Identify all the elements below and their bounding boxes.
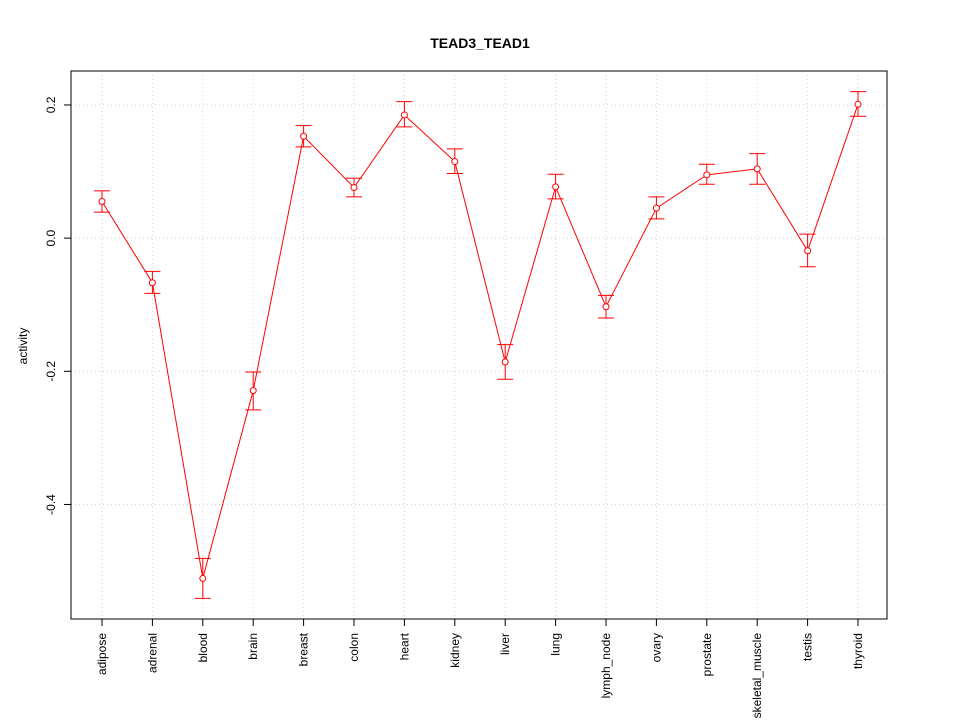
chart-title: TEAD3_TEAD1	[430, 35, 530, 51]
y-tick-label: 0.0	[44, 229, 58, 246]
grid	[71, 71, 887, 619]
data-point	[400, 111, 408, 119]
x-tick-label: heart	[397, 632, 411, 660]
x-tick-label: adipose	[95, 633, 109, 675]
x-tick-label: skeletal_muscle	[750, 633, 764, 719]
x-tick-label: liver	[498, 633, 512, 655]
x-tick-label: blood	[196, 633, 210, 662]
data-point	[552, 183, 560, 191]
x-tick-label: adrenal	[145, 633, 159, 673]
data-point	[854, 100, 862, 108]
x-tick-label: lung	[549, 633, 563, 656]
data-point	[199, 574, 207, 582]
data-point	[804, 247, 812, 255]
data-point	[652, 204, 660, 212]
data-point	[148, 279, 156, 287]
y-tick-label: -0.2	[44, 361, 58, 382]
axes: adipose adrenal blood brain breast colon heart…	[44, 70, 888, 719]
x-tick-label: breast	[297, 632, 311, 666]
x-tick-label: testis	[801, 633, 815, 661]
data-point	[350, 184, 358, 192]
data-point	[98, 198, 106, 206]
y-axis-label: activity	[16, 328, 30, 365]
data-point	[602, 303, 610, 311]
y-tick-label: 0.2	[44, 96, 58, 113]
x-tick-label: lymph_node	[599, 633, 613, 699]
data-point	[703, 171, 711, 179]
plot-frame	[70, 70, 888, 620]
data-point	[249, 387, 257, 395]
x-tick-label: colon	[347, 633, 361, 662]
x-tick-label: thyroid	[851, 633, 865, 669]
y-tick-label: -0.4	[44, 494, 58, 515]
x-tick-label: kidney	[448, 633, 462, 668]
data-point	[501, 358, 509, 366]
series	[94, 91, 866, 599]
data-point	[753, 165, 761, 173]
x-tick-label: ovary	[649, 633, 663, 662]
x-tick-label: brain	[246, 633, 260, 660]
data-point	[451, 158, 459, 166]
series-line	[101, 104, 859, 579]
x-tick-label: prostate	[700, 633, 714, 677]
data-point	[300, 132, 308, 140]
